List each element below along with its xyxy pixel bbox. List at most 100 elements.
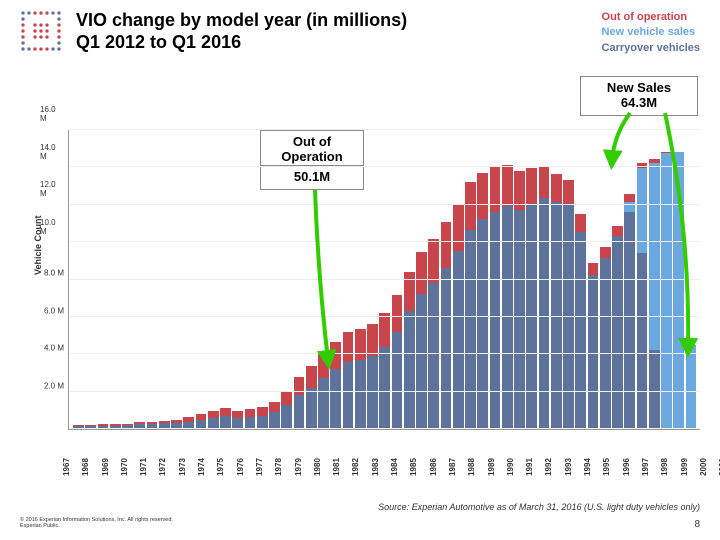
bar-col: [637, 163, 648, 429]
bar-col: [245, 409, 256, 429]
bar-segment-out: [245, 409, 256, 417]
bar-col: [257, 407, 268, 429]
bar-segment-out: [551, 174, 562, 202]
bar-col: [330, 342, 341, 429]
copyright: © 2016 Experian Information Solutions, I…: [20, 517, 173, 530]
bar-segment-out: [539, 167, 550, 199]
bar-segment-out: [441, 222, 452, 268]
bar-segment-carryover: [416, 294, 427, 429]
bar-col: [355, 329, 366, 429]
legend-item: Out of operation: [602, 10, 700, 25]
source-text: Source: Experian Automotive as of March …: [378, 502, 700, 512]
bar-segment-carryover: [330, 369, 341, 429]
bar-segment-out: [612, 226, 623, 236]
bar-segment-carryover: [502, 206, 513, 429]
bar-segment-out: [318, 354, 329, 378]
bar-col: [379, 313, 390, 429]
bar-segment-carryover: [490, 212, 501, 430]
bar-segment-carryover: [269, 412, 280, 429]
bar-segment-out: [588, 263, 599, 275]
bar-col: [196, 414, 207, 429]
bar-col: [588, 263, 599, 429]
bar-segment-out: [404, 272, 415, 311]
bar-col: [220, 408, 231, 429]
bar-segment-out: [379, 313, 390, 347]
x-tick-label: 2000: [699, 458, 720, 476]
new-sales-value: 64.3M: [591, 96, 687, 111]
bar-col: [343, 332, 354, 429]
logo-icon: [20, 10, 62, 52]
bar-segment-carryover: [428, 283, 439, 429]
page-number: 8: [694, 519, 700, 530]
copyright-line-1: © 2016 Experian Information Solutions, I…: [20, 517, 173, 524]
bar-segment-out: [526, 168, 537, 204]
bar-segment-carryover: [649, 350, 660, 429]
bar-segment-out: [453, 204, 464, 251]
bar-segment-out: [392, 295, 403, 332]
bar-segment-carryover: [539, 198, 550, 429]
bar-col: [428, 239, 439, 429]
bar-segment-out: [220, 408, 231, 416]
bar-col: [294, 377, 305, 429]
bars-container: [69, 130, 700, 429]
bar-segment-out: [465, 182, 476, 230]
bar-segment-carryover: [514, 210, 525, 429]
bar-col: [575, 214, 586, 429]
legend-item: Carryover vehicles: [602, 41, 700, 56]
bar-segment-out: [416, 252, 427, 294]
bar-segment-carryover: [404, 311, 415, 429]
bar-col: [612, 226, 623, 429]
y-tick-label: 8.0 M: [44, 269, 64, 278]
y-tick-label: 10.0 M: [40, 218, 64, 236]
new-sales-label: New Sales: [591, 81, 687, 96]
bar-segment-new: [649, 163, 660, 351]
bar-segment-carryover: [343, 362, 354, 430]
bar-col: [600, 247, 611, 429]
bar-col: [208, 411, 219, 429]
bar-segment-carryover: [281, 405, 292, 429]
bar-segment-carryover: [355, 360, 366, 429]
bar-col: [441, 222, 452, 429]
bar-segment-out: [294, 377, 305, 395]
y-tick-label: 12.0 M: [40, 180, 64, 198]
bar-col: [661, 152, 672, 430]
bar-segment-out: [428, 239, 439, 283]
bar-segment-carryover: [367, 356, 378, 429]
bar-segment-carryover: [441, 268, 452, 429]
bar-segment-out: [281, 391, 292, 405]
bar-segment-out: [367, 324, 378, 356]
bar-segment-carryover: [294, 395, 305, 429]
copyright-line-2: Experian Public.: [20, 523, 173, 530]
bar-col: [281, 391, 292, 429]
bar-segment-carryover: [465, 230, 476, 429]
bar-segment-out: [343, 332, 354, 361]
bar-segment-out: [575, 214, 586, 232]
bar-segment-carryover: [477, 219, 488, 429]
bar-segment-carryover: [392, 332, 403, 430]
bar-col: [269, 402, 280, 429]
bar-col: [404, 272, 415, 430]
bar-segment-out: [306, 366, 317, 388]
legend: Out of operationNew vehicle salesCarryov…: [602, 10, 700, 56]
bar-segment-new: [637, 168, 648, 252]
bar-segment-out: [269, 402, 280, 412]
bar-col: [306, 366, 317, 429]
new-sales-annotation: New Sales 64.3M: [580, 76, 698, 116]
bar-segment-new: [661, 153, 672, 429]
bar-segment-out: [490, 167, 501, 211]
bar-col: [232, 411, 243, 429]
bar-col: [465, 182, 476, 429]
legend-item: New vehicle sales: [602, 25, 700, 40]
bar-segment-carryover: [306, 388, 317, 429]
y-tick-label: 16.0 M: [40, 105, 64, 123]
bar-segment-carryover: [575, 232, 586, 429]
y-tick-label: 4.0 M: [44, 344, 64, 353]
bar-col: [539, 167, 550, 430]
bar-segment-carryover: [318, 378, 329, 429]
bar-col: [624, 194, 635, 429]
bar-segment-out: [355, 329, 366, 360]
chart: Vehicle Count 19671968196919701971197219…: [40, 130, 700, 470]
bar-segment-carryover: [600, 258, 611, 429]
bar-segment-out: [330, 342, 341, 369]
bar-segment-carryover: [379, 347, 390, 430]
